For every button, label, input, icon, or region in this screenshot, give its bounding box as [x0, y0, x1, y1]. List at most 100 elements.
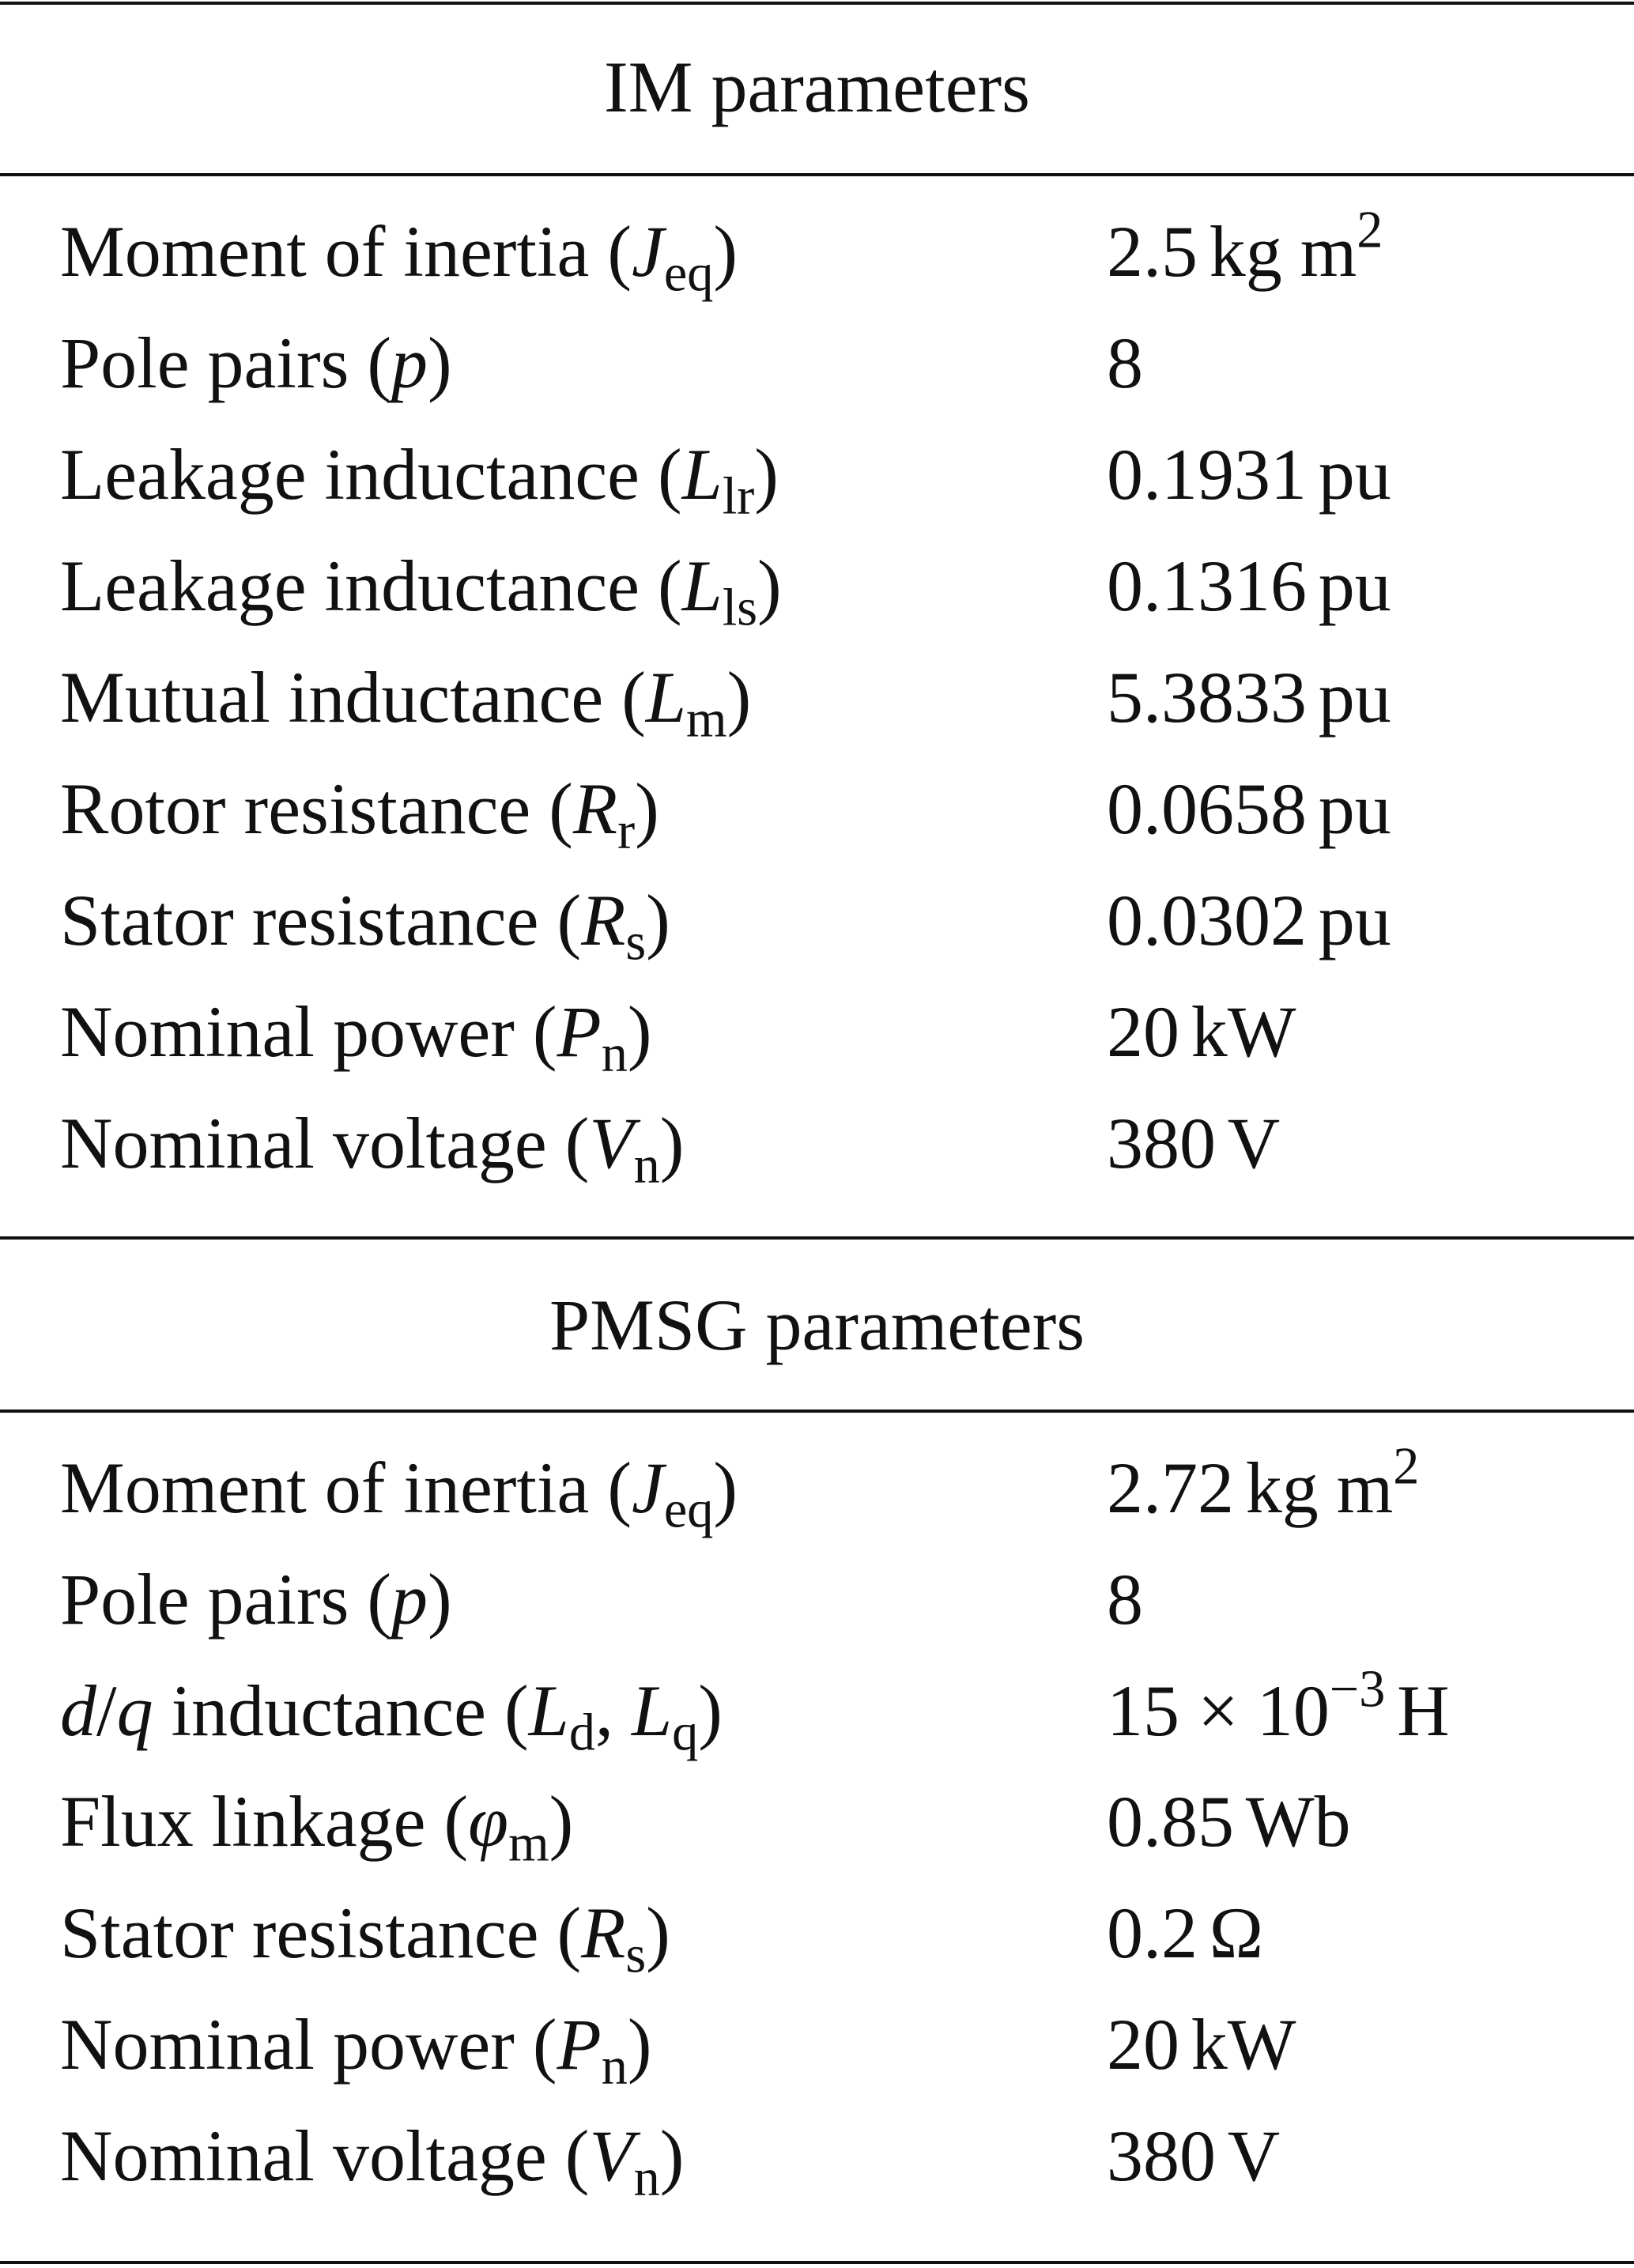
- parameter-row-dq-inductance: d/q inductance (Ld, Lq) 15 × 10−3 H: [0, 1663, 1634, 1785]
- parameter-symbol: J: [632, 1447, 664, 1528]
- parameter-label: d/q inductance (Ld, Lq): [60, 1670, 723, 1762]
- parameter-name: Nominal voltage: [60, 1103, 547, 1183]
- parameter-value: 0.85 Wb: [1107, 1785, 1351, 1858]
- parameter-value: 0.2 Ω: [1107, 1896, 1263, 1969]
- parameter-label: Pole pairs (p): [60, 1559, 452, 1640]
- parameter-symbol: L: [681, 434, 723, 515]
- parameter-row: Stator resistance (Rs) 0.2 Ω: [0, 1896, 1634, 2007]
- parameter-label: Leakage inductance (Llr): [60, 434, 779, 526]
- parameter-value: 2.5 kg m2: [1107, 204, 1383, 288]
- parameter-value: 8: [1107, 1563, 1143, 1636]
- parameter-name: Nominal power: [60, 2004, 515, 2085]
- value-unit: pu: [1318, 434, 1391, 515]
- parameter-label: Stator resistance (Rs): [60, 1893, 670, 1984]
- symbol-subscript: r: [617, 802, 636, 860]
- parameter-label: Nominal voltage (Vn): [60, 1103, 685, 1194]
- parameter-value: 15 × 10−3 H: [1107, 1663, 1450, 1747]
- value-unit: V: [1227, 2115, 1281, 2196]
- value-number: 0.0302: [1107, 880, 1307, 960]
- parameter-name: Pole pairs: [60, 1559, 349, 1640]
- parameter-value: 2.72 kg m2: [1107, 1440, 1419, 1524]
- parameter-row: Leakage inductance (Lls) 0.1316 pu: [0, 549, 1634, 660]
- value-number: 20: [1107, 991, 1179, 1072]
- value-unit: Ω: [1209, 1893, 1264, 1973]
- value-number: 8: [1107, 323, 1143, 403]
- parameter-row: Mutual inductance (Lm) 5.3833 pu: [0, 661, 1634, 772]
- parameter-label: Mutual inductance (Lm): [60, 657, 752, 749]
- parameter-symbol: P: [557, 2004, 602, 2085]
- symbol-subscript: eq: [663, 244, 714, 303]
- value-unit: V: [1227, 1103, 1281, 1183]
- parameter-symbol: L: [631, 1670, 673, 1751]
- value-number: 8: [1107, 1559, 1143, 1640]
- parameter-value: 0.0658 pu: [1107, 772, 1391, 845]
- parameter-value: 0.1316 pu: [1107, 549, 1391, 622]
- parameter-row: Pole pairs (p) 8: [0, 1563, 1634, 1674]
- value-number: 20: [1107, 2004, 1179, 2085]
- parameter-label: Stator resistance (Rs): [60, 880, 670, 972]
- parameter-value: 20 kW: [1107, 2008, 1296, 2081]
- parameter-value: 8: [1107, 326, 1143, 399]
- im-header-rule: [0, 173, 1634, 176]
- axis-q-symbol: q: [116, 1670, 153, 1751]
- parameter-row: Nominal voltage (Vn) 380 V: [0, 2119, 1634, 2230]
- im-section-title: IM parameters: [604, 47, 1030, 127]
- parameter-symbol: p: [391, 323, 428, 403]
- parameter-symbol: R: [581, 1893, 626, 1973]
- parameter-label: Moment of inertia (Jeq): [60, 1447, 738, 1539]
- axis-d-symbol: d: [60, 1670, 96, 1751]
- parameter-symbol: L: [681, 545, 723, 626]
- superscript: −3: [1329, 1660, 1386, 1719]
- parameter-name: Leakage inductance: [60, 545, 640, 626]
- superscript: 2: [1393, 1437, 1420, 1496]
- value-number: 380: [1107, 1103, 1216, 1183]
- symbol-subscript: n: [633, 2149, 660, 2207]
- value-unit: pu: [1318, 880, 1391, 960]
- value-unit: Wb: [1245, 1781, 1351, 1862]
- section-divider-rule: [0, 1236, 1634, 1240]
- parameter-value: 20 kW: [1107, 995, 1296, 1068]
- parameter-row: Nominal power (Pn) 20 kW: [0, 2008, 1634, 2119]
- parameter-row: Moment of inertia (Jeq) 2.5 kg m2: [0, 204, 1634, 326]
- parameter-label: Nominal power (Pn): [60, 2004, 652, 2096]
- symbol-subscript: n: [601, 1025, 628, 1083]
- parameter-label: Leakage inductance (Lls): [60, 545, 782, 637]
- value-unit: pu: [1318, 657, 1391, 738]
- value-unit: kW: [1191, 2004, 1296, 2085]
- parameter-label: Rotor resistance (Rr): [60, 768, 659, 860]
- parameter-symbol: R: [572, 768, 618, 849]
- parameter-value: 380 V: [1107, 1107, 1280, 1179]
- parameter-row: Nominal power (Pn) 20 kW: [0, 995, 1634, 1106]
- value-number: 0.0658: [1107, 768, 1307, 849]
- parameter-name: Leakage inductance: [60, 434, 640, 515]
- slash: /: [96, 1670, 117, 1751]
- symbol-subscript: n: [633, 1136, 660, 1194]
- parameter-name: Flux linkage: [60, 1781, 426, 1862]
- symbol-subscript: s: [625, 913, 647, 972]
- parameter-symbol: R: [581, 880, 626, 960]
- parameter-symbol: p: [391, 1559, 428, 1640]
- parameter-value: 0.1931 pu: [1107, 438, 1391, 511]
- parameter-symbol: J: [632, 211, 664, 292]
- parameter-symbol: φ: [468, 1781, 509, 1862]
- parameter-name: Nominal voltage: [60, 2115, 547, 2196]
- value-unit: kW: [1191, 991, 1296, 1072]
- parameter-name: Mutual inductance: [60, 657, 604, 738]
- parameter-row: Flux linkage (φm) 0.85 Wb: [0, 1785, 1634, 1896]
- parameter-label: Nominal voltage (Vn): [60, 2115, 685, 2207]
- value-unit: kg m: [1245, 1447, 1394, 1528]
- value-number: 0.1931: [1107, 434, 1307, 515]
- value-number: 15 × 10: [1107, 1670, 1330, 1751]
- symbol-subscript: m: [508, 1814, 549, 1873]
- symbol-subscript: s: [625, 1926, 647, 1984]
- symbol-subscript: m: [686, 690, 727, 749]
- parameter-name: Nominal power: [60, 991, 515, 1072]
- value-number: 2.72: [1107, 1447, 1234, 1528]
- parameter-symbol: V: [589, 1103, 634, 1183]
- symbol-subscript: d: [568, 1704, 595, 1762]
- superscript: 2: [1357, 201, 1383, 259]
- value-unit: pu: [1318, 768, 1391, 849]
- value-unit: kg m: [1209, 211, 1357, 292]
- parameter-name: Moment of inertia: [60, 1447, 590, 1528]
- parameter-label: Nominal power (Pn): [60, 991, 652, 1083]
